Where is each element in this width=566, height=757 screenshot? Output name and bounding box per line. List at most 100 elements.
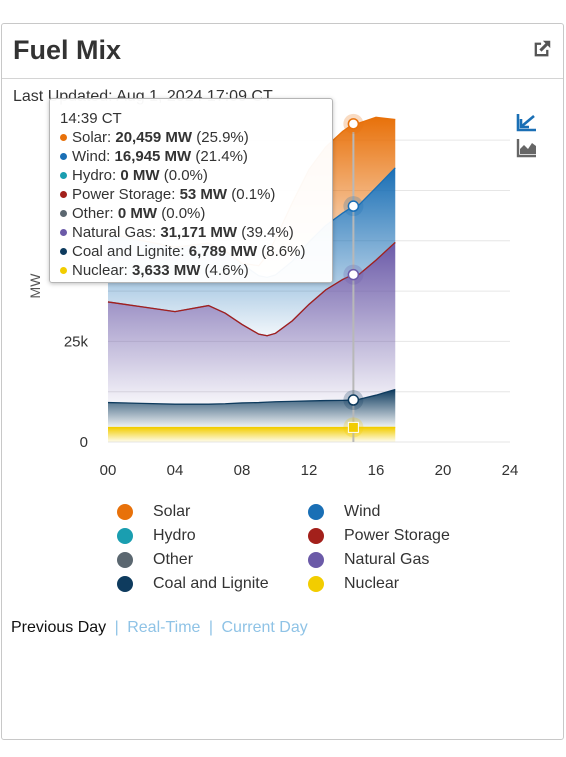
y-tick-label: 0 (80, 434, 88, 451)
legend-label: Wind (344, 503, 381, 520)
current-day-link[interactable]: Current Day (221, 619, 308, 636)
card-title: Fuel Mix (13, 35, 122, 65)
crosshair-marker-coal (347, 394, 360, 406)
crosshair-marker-natural_gas (347, 268, 360, 281)
tooltip-row-wind: Wind: 16,945 MW (21.4%) (60, 147, 332, 166)
tooltip-series-name: Solar: (72, 129, 116, 146)
footer-separator: | (114, 619, 119, 636)
tooltip-dot-natural_gas (60, 229, 67, 236)
legend-swatch (308, 528, 324, 544)
chart-tools (515, 112, 539, 160)
area-natural_gas (108, 242, 396, 405)
tooltip-dot-solar (60, 134, 67, 141)
tooltip-rows: Solar: 20,459 MW (25.9%) Wind: 16,945 MW … (60, 128, 332, 280)
tooltip-row-coal: Coal and Lignite: 6,789 MW (8.6%) (60, 242, 332, 261)
legend-label: Power Storage (344, 527, 450, 544)
legend-swatch (117, 576, 133, 592)
y-tick-label: 25k (64, 333, 89, 350)
legend-swatch (117, 504, 133, 520)
legend-item-nuclear[interactable]: Nuclear (308, 573, 399, 595)
x-tick-label: 16 (368, 462, 385, 479)
area-chart-icon[interactable] (515, 137, 539, 159)
chart-zoom-icon[interactable] (515, 112, 539, 134)
tooltip-row-power_storage: Power Storage: 53 MW (0.1%) (60, 185, 332, 204)
crosshair-marker-nuclear (347, 421, 359, 433)
tooltip-series-name: Wind: (72, 148, 115, 165)
legend-item-other[interactable]: Other (117, 549, 193, 571)
tooltip-row-natural_gas: Natural Gas: 31,171 MW (39.4%) (60, 223, 332, 242)
tooltip-row-other: Other: 0 MW (0.0%) (60, 204, 332, 223)
legend-label: Solar (153, 503, 191, 520)
fuel-mix-chart[interactable]: 0 25k MW 00 04 08 12 16 20 24 (0, 90, 561, 490)
legend-label: Natural Gas (344, 551, 430, 568)
crosshair-marker-solar (347, 118, 360, 130)
legend-item-natural_gas[interactable]: Natural Gas (308, 549, 429, 571)
legend-label: Nuclear (344, 575, 400, 592)
legend-item-wind[interactable]: Wind (308, 501, 380, 523)
tooltip-dot-nuclear (60, 267, 67, 274)
day-selector: Previous Day | Real-Time | Current Day (11, 619, 308, 637)
legend-label: Hydro (153, 527, 196, 544)
tooltip-series-pct: (25.9%) (192, 129, 249, 146)
tooltip-dot-power_storage (60, 191, 67, 198)
x-tick-label: 08 (234, 462, 251, 479)
area-coal (108, 389, 396, 428)
tooltip-series-name: Coal and Lignite: (72, 243, 189, 260)
x-tick-label: 04 (167, 462, 184, 479)
legend-item-power_storage[interactable]: Power Storage (308, 525, 450, 547)
tooltip-row-nuclear: Nuclear: 3,633 MW (4.6%) (60, 261, 332, 280)
legend-item-solar[interactable]: Solar (117, 501, 190, 523)
tooltip-time: 14:39 CT (60, 110, 122, 127)
tooltip-row-hydro: Hydro: 0 MW (0.0%) (60, 166, 332, 185)
tooltip-series-name: Natural Gas: (72, 224, 161, 241)
external-link-icon[interactable] (531, 38, 553, 60)
legend-swatch (308, 504, 324, 520)
tooltip-series-pct: (4.6%) (200, 262, 249, 279)
x-tick-label: 00 (100, 462, 117, 479)
tooltip-series-value: 16,945 MW (114, 148, 192, 165)
tooltip-series-pct: (21.4%) (191, 148, 248, 165)
tooltip-series-value: 53 MW (179, 186, 228, 203)
tooltip-dot-hydro (60, 172, 67, 179)
legend-label: Other (153, 551, 194, 568)
tooltip-series-value: 0 MW (120, 167, 160, 184)
card-header: Fuel Mix (2, 24, 563, 79)
tooltip-series-value: 0 MW (117, 205, 158, 222)
chart-legend: Solar Wind Hydro Power Storage Other Natural … (0, 478, 561, 592)
legend-swatch (308, 576, 324, 592)
tooltip-row-solar: Solar: 20,459 MW (25.9%) (60, 128, 332, 147)
crosshair-marker-wind (347, 200, 360, 212)
tooltip-dot-coal (60, 248, 67, 255)
tooltip-series-name: Hydro: (72, 167, 121, 184)
tooltip-series-pct: (39.4%) (237, 224, 294, 241)
tooltip-series-name: Power Storage: (72, 186, 180, 203)
tooltip-series-name: Other: (72, 205, 118, 222)
tooltip-series-value: 31,171 MW (160, 224, 238, 241)
legend-label: Coal and Lignite (153, 575, 269, 592)
real-time-link[interactable]: Real-Time (127, 619, 201, 636)
tooltip-dot-other (60, 210, 67, 217)
area-nuclear (108, 427, 396, 442)
y-axis-label: MW (27, 273, 43, 299)
tooltip-series-value: 6,789 MW (188, 243, 258, 260)
previous-day-link[interactable]: Previous Day (11, 619, 107, 636)
x-tick-label: 24 (502, 462, 519, 479)
legend-item-hydro[interactable]: Hydro (117, 525, 196, 547)
tooltip-series-value: 20,459 MW (115, 129, 193, 146)
x-tick-label: 20 (435, 462, 452, 479)
legend-swatch (117, 552, 133, 568)
tooltip-series-pct: (0.0%) (159, 167, 208, 184)
tooltip-series-name: Nuclear: (72, 262, 133, 279)
legend-swatch (117, 528, 133, 544)
x-tick-label: 12 (301, 462, 318, 479)
legend-item-coal[interactable]: Coal and Lignite (117, 573, 269, 595)
tooltip-series-value: 3,633 MW (132, 262, 201, 279)
tooltip-series-pct: (0.1%) (227, 186, 276, 203)
legend-swatch (308, 552, 324, 568)
tooltip-dot-wind (60, 153, 67, 160)
tooltip-series-pct: (8.6%) (257, 243, 306, 260)
footer-separator: | (208, 619, 214, 636)
tooltip-series-pct: (0.0%) (157, 205, 206, 222)
chart-tooltip: 14:39 CT Solar: 20,459 MW (25.9%) Wind: 1… (49, 98, 333, 283)
area-wind (108, 167, 396, 336)
